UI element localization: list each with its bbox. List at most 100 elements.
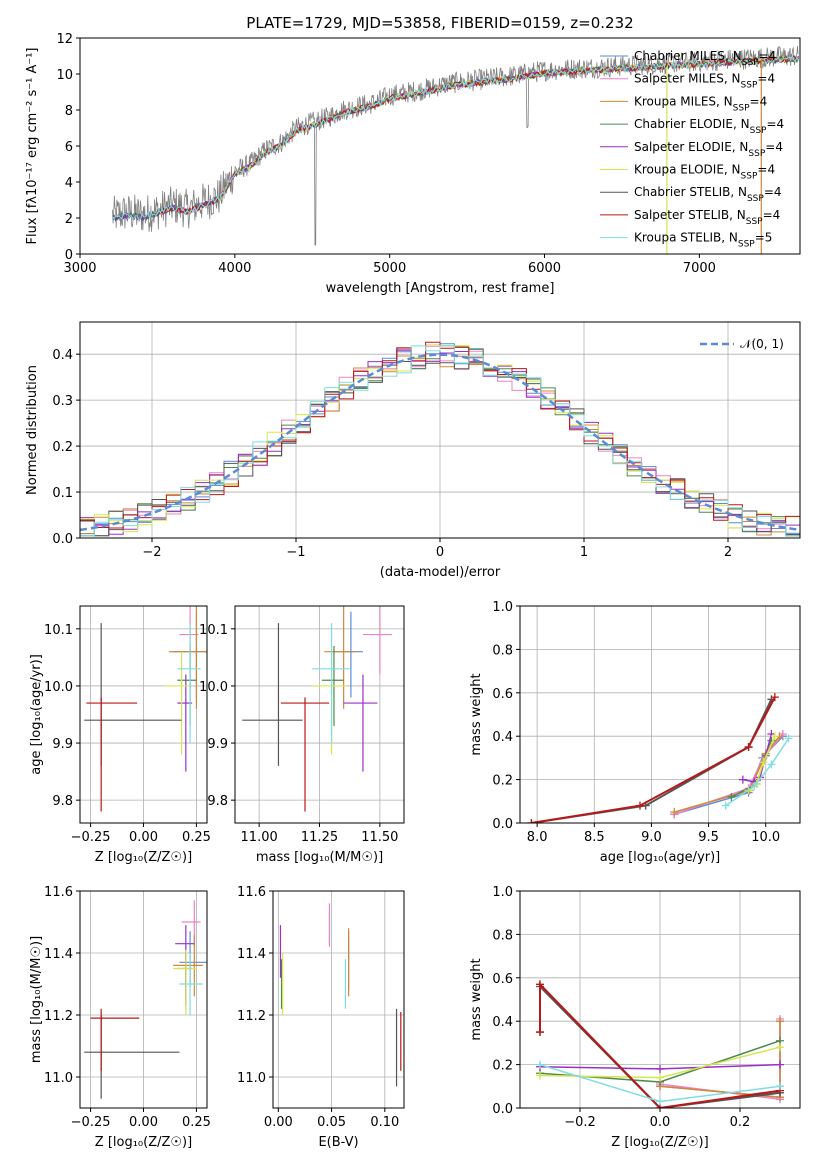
mass-weight-point bbox=[536, 1060, 544, 1069]
y-tick-label: 9.9 bbox=[207, 737, 228, 752]
x-tick-label: 10.0 bbox=[751, 830, 780, 845]
x-tick-label: 8.5 bbox=[584, 830, 605, 845]
mass-weight-point bbox=[776, 1060, 784, 1069]
y-tick-label: 0.2 bbox=[492, 1059, 513, 1074]
x-axis-label: age [log₁₀(age/yr)] bbox=[600, 850, 721, 865]
x-tick-label: 0.05 bbox=[317, 1115, 346, 1130]
y-tick-label: 0.2 bbox=[492, 774, 513, 789]
y-tick-label: 0.3 bbox=[52, 394, 73, 409]
legend-subscript: SSP bbox=[742, 58, 759, 68]
plots-layer: 3000 4000 5000 6000 7000024681012wavelength … bbox=[25, 32, 801, 1150]
x-axis-label: wavelength [Angstrom, rest frame] bbox=[326, 281, 555, 296]
x-tick-label: 2 bbox=[724, 545, 732, 560]
y-tick-label: 0.4 bbox=[492, 1015, 513, 1030]
x-tick-label: 0.00 bbox=[264, 1115, 293, 1130]
plot-area-age-vs-mass bbox=[242, 606, 392, 812]
gaussian-curve bbox=[80, 353, 800, 532]
plot-area-mass-vs-ebv bbox=[279, 903, 402, 1087]
y-tick-label: 9.8 bbox=[207, 794, 228, 809]
x-axis-label: Z [log₁₀(Z/Z☉)] bbox=[95, 1135, 192, 1150]
residual-histogram bbox=[80, 361, 800, 537]
y-tick-label: 10.0 bbox=[199, 680, 228, 695]
mass-weight-point bbox=[656, 1073, 664, 1082]
mass-weight-point bbox=[636, 801, 644, 810]
legend-tail: =4 bbox=[765, 140, 783, 154]
model-spectrum-line bbox=[160, 55, 799, 214]
y-tick-label: 11.0 bbox=[237, 1071, 266, 1086]
mass-weight-point bbox=[750, 782, 759, 791]
legend-tail: =5 bbox=[755, 231, 773, 245]
y-axis-label: Flux [fλ10⁻¹⁷ erg cm⁻² s⁻¹ A⁻¹] bbox=[25, 48, 40, 245]
x-tick-label: −1 bbox=[286, 545, 305, 560]
y-axis-label: mass weight bbox=[469, 958, 484, 1040]
mass-weight-line bbox=[674, 735, 784, 816]
mass-weight-point bbox=[670, 808, 679, 817]
panel-age-vs-mass: 11.00 11.25 11.50 9.8 9.9 10.0 10.1 mass [log₁₀… bbox=[199, 605, 405, 865]
x-tick-label: 11.25 bbox=[301, 830, 338, 845]
axes-frame bbox=[79, 37, 801, 255]
mass-weight-point bbox=[656, 1064, 664, 1073]
y-tick-label: 0.4 bbox=[492, 730, 513, 745]
y-tick-label: 0.8 bbox=[492, 643, 513, 658]
legend-tail: =4 bbox=[766, 117, 784, 131]
y-axis-label: Normed distribution bbox=[25, 365, 40, 495]
y-tick-label: 4 bbox=[65, 176, 73, 191]
residual-histogram bbox=[80, 345, 800, 537]
legend-subscript: SSP bbox=[741, 81, 758, 91]
plot-area-mass-weight-vs-age bbox=[527, 693, 793, 823]
y-tick-label: 0.6 bbox=[492, 687, 513, 702]
legend-entry: Kroupa STELIB, NSSP=5 bbox=[634, 231, 772, 250]
x-tick-label: 0.00 bbox=[129, 1115, 158, 1130]
y-tick-label: 12 bbox=[56, 32, 73, 47]
axes-frame bbox=[272, 890, 405, 1109]
x-axis-label: E(B-V) bbox=[318, 1135, 358, 1150]
mass-weight-line bbox=[674, 735, 780, 813]
plot-area-spectrum bbox=[112, 45, 799, 254]
y-tick-label: 11.2 bbox=[237, 1009, 266, 1024]
mass-weight-point bbox=[784, 734, 793, 743]
x-tick-label: 5000 bbox=[373, 261, 406, 276]
y-axis-label: age [log₁₀(age/yr)] bbox=[29, 654, 44, 775]
axes-frame bbox=[519, 605, 801, 824]
y-tick-label: 11.6 bbox=[237, 885, 266, 900]
y-tick-label: 10.1 bbox=[44, 623, 73, 638]
y-tick-label: 10.0 bbox=[44, 680, 73, 695]
y-tick-label: 10.1 bbox=[199, 623, 228, 638]
axes-frame bbox=[79, 605, 208, 824]
x-tick-label: 0 bbox=[436, 545, 444, 560]
legend-tail: =4 bbox=[757, 163, 775, 177]
y-tick-label: 0.0 bbox=[52, 532, 73, 547]
x-tick-label: 7000 bbox=[683, 261, 716, 276]
plot-area-age-vs-Z bbox=[84, 606, 207, 812]
y-tick-label: 8 bbox=[65, 104, 73, 119]
x-tick-label: 6000 bbox=[528, 261, 561, 276]
plot-area-mass-vs-Z bbox=[84, 900, 207, 1099]
y-tick-label: 0.8 bbox=[492, 928, 513, 943]
legend-subscript: SSP bbox=[741, 172, 758, 182]
y-tick-label: 0.1 bbox=[52, 486, 73, 501]
legend-tail: =4 bbox=[759, 49, 777, 63]
x-axis-label: mass [log₁₀(M/M☉)] bbox=[256, 850, 383, 865]
legend-tail: =4 bbox=[764, 185, 782, 199]
y-tick-label: 0.0 bbox=[492, 817, 513, 832]
x-tick-label: 4000 bbox=[218, 261, 251, 276]
legend-subscript: SSP bbox=[750, 126, 767, 136]
mass-weight-point bbox=[759, 758, 768, 767]
mass-weight-point bbox=[744, 743, 753, 752]
x-tick-label: 0.10 bbox=[370, 1115, 399, 1130]
legend-tail: =4 bbox=[757, 72, 775, 86]
panel-mass-vs-Z: −0.25 0.00 0.25 11.0 11.2 11.4 11.6 Z [log₁₀(Z/… bbox=[29, 885, 211, 1150]
axes-frame bbox=[234, 605, 405, 824]
x-tick-label: 11.50 bbox=[361, 830, 398, 845]
legend-entry: Salpeter STELIB, NSSP=4 bbox=[634, 208, 780, 227]
y-axis-label: mass [log₁₀(M/M☉)] bbox=[29, 936, 44, 1063]
plot-area-mass-weight-vs-Z bbox=[536, 980, 784, 1108]
x-tick-label: −2 bbox=[142, 545, 161, 560]
x-tick-label: 0.25 bbox=[182, 830, 211, 845]
panel-mass-vs-ebv: 0.00 0.05 0.10 11.0 11.2 11.4 11.6 E(B-V) bbox=[237, 885, 405, 1150]
y-tick-label: 0.6 bbox=[492, 972, 513, 987]
model-spectrum-line bbox=[112, 54, 799, 221]
y-tick-label: 9.8 bbox=[52, 794, 73, 809]
y-tick-label: 11.2 bbox=[44, 1009, 73, 1024]
